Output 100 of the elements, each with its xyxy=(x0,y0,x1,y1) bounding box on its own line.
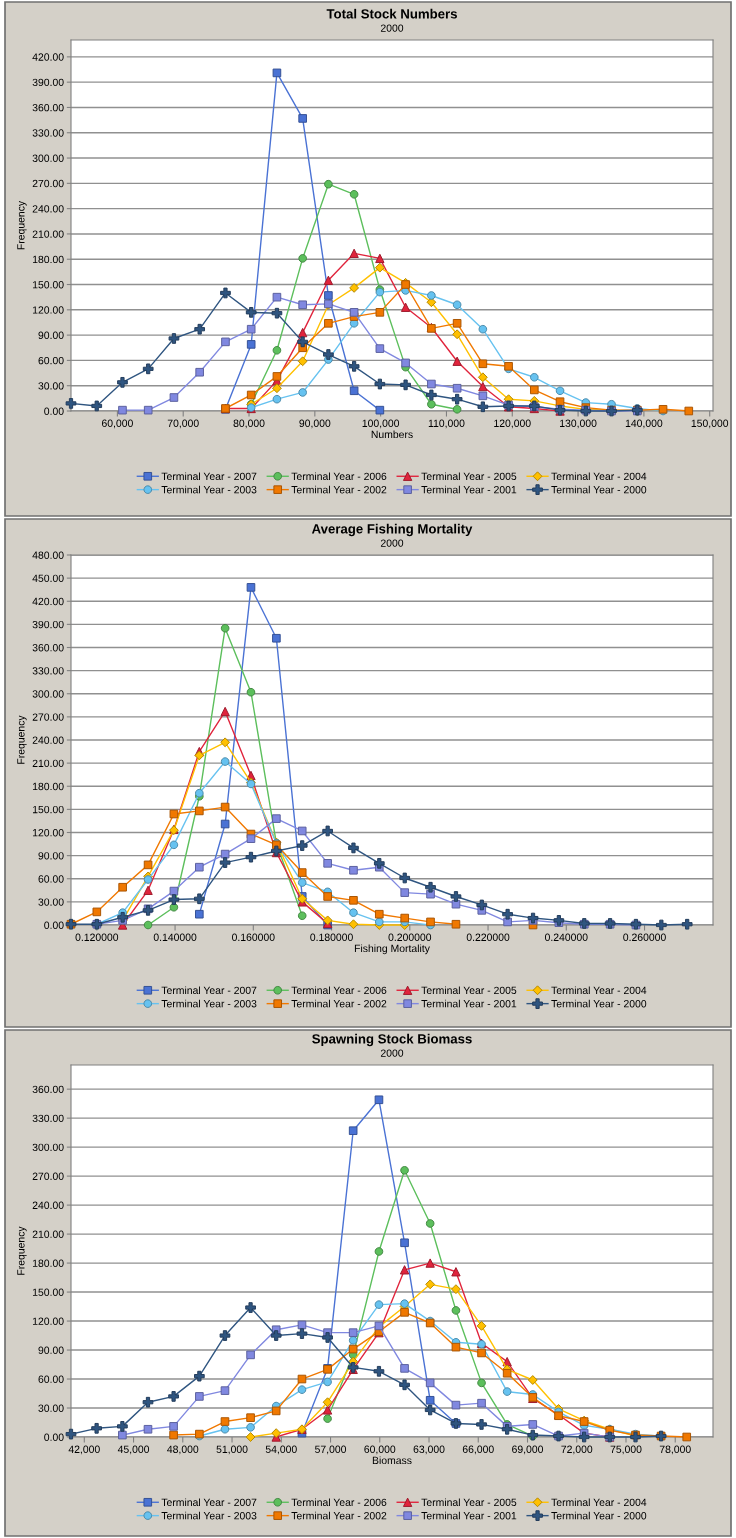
x-tick-label: 51,000 xyxy=(216,1445,248,1455)
y-tick-label: 180.00 xyxy=(32,255,64,264)
y-tick-label: 360.00 xyxy=(32,103,64,112)
y-tick-label: 330.00 xyxy=(32,1114,64,1123)
y-axis-title: Frequency xyxy=(17,1226,27,1275)
y-tick-label: 390.00 xyxy=(32,620,64,629)
y-tick-label: 30.00 xyxy=(38,1404,64,1412)
y-tick-label: 240.00 xyxy=(32,1201,64,1209)
y-tick-label: 150.00 xyxy=(32,805,64,814)
legend-label: Terminal Year - 2004 xyxy=(551,472,647,481)
y-tick-label: 150.00 xyxy=(32,1288,64,1296)
x-tick-label: 72,000 xyxy=(561,1445,593,1455)
y-tick-label: 420.00 xyxy=(32,597,64,606)
chart-title: Total Stock Numbers xyxy=(326,8,457,19)
y-tick-label: 180.00 xyxy=(32,1259,64,1267)
x-tick-label: 54,000 xyxy=(265,1445,297,1455)
x-tick-label: 70,000 xyxy=(167,419,199,429)
y-axis-title: Frequency xyxy=(17,715,27,764)
legend-label: Terminal Year - 2007 xyxy=(161,472,257,481)
y-tick-label: 90.00 xyxy=(38,1346,64,1354)
legend-label: Terminal Year - 2003 xyxy=(161,485,257,494)
y-tick-label: 300.00 xyxy=(32,1143,64,1152)
x-axis-title: Fishing Mortality xyxy=(354,944,430,955)
x-tick-label: 0.260000 xyxy=(623,933,666,941)
y-tick-label: 300.00 xyxy=(32,154,64,162)
y-tick-label: 480.00 xyxy=(32,551,64,559)
chart-subtitle: 2000 xyxy=(380,1049,404,1057)
y-tick-label: 90.00 xyxy=(38,852,64,860)
x-tick-label: 66,000 xyxy=(462,1445,494,1455)
x-axis-title: Biomass xyxy=(372,1456,412,1465)
legend-label: Terminal Year - 2007 xyxy=(161,986,257,995)
x-tick-label: 75,000 xyxy=(610,1445,642,1455)
y-tick-label: 60.00 xyxy=(38,356,64,365)
legend-label: Terminal Year - 2000 xyxy=(551,999,647,1008)
legend-label: Terminal Year - 2007 xyxy=(161,1498,257,1507)
y-tick-label: 210.00 xyxy=(32,230,64,238)
x-axis-title: Numbers xyxy=(371,430,413,439)
x-tick-label: 0.120000 xyxy=(75,933,119,941)
legend-label: Terminal Year - 2001 xyxy=(421,1511,517,1520)
y-tick-label: 360.00 xyxy=(32,1085,64,1094)
y-tick-label: 60.00 xyxy=(38,1375,64,1383)
y-tick-label: 330.00 xyxy=(32,667,64,675)
x-tick-label: 63,000 xyxy=(413,1445,445,1455)
y-tick-label: 270.00 xyxy=(32,1172,64,1180)
y-tick-label: 30.00 xyxy=(38,898,64,906)
y-tick-label: 120.00 xyxy=(32,829,64,837)
y-tick-label: 0.00 xyxy=(44,407,64,415)
x-tick-label: 90,000 xyxy=(299,419,331,429)
x-tick-label: 48,000 xyxy=(167,1445,199,1455)
x-tick-label: 45,000 xyxy=(117,1445,150,1455)
legend-label: Terminal Year - 2006 xyxy=(291,472,387,481)
x-tick-label: 0.180000 xyxy=(310,933,353,941)
x-tick-label: 69,000 xyxy=(512,1445,544,1455)
y-axis-title: Frequency xyxy=(17,200,27,250)
y-tick-label: 270.00 xyxy=(32,179,64,188)
y-tick-label: 390.00 xyxy=(32,78,64,87)
x-tick-label: 100,000 xyxy=(362,419,400,429)
x-tick-label: 0.240000 xyxy=(544,933,588,941)
legend-label: Terminal Year - 2005 xyxy=(421,986,517,995)
y-tick-label: 120.00 xyxy=(32,1317,64,1325)
legend-label: Terminal Year - 2004 xyxy=(551,1498,647,1507)
legend-label: Terminal Year - 2004 xyxy=(551,986,647,995)
x-tick-label: 42,000 xyxy=(68,1445,100,1455)
legend-label: Terminal Year - 2001 xyxy=(421,485,517,494)
legend-label: Terminal Year - 2005 xyxy=(421,1498,517,1507)
y-tick-label: 90.00 xyxy=(38,331,64,339)
x-tick-label: 0.140000 xyxy=(153,933,197,941)
x-tick-label: 0.200000 xyxy=(388,933,432,941)
x-tick-label: 57,000 xyxy=(315,1445,347,1455)
y-tick-label: 360.00 xyxy=(32,644,64,652)
legend-label: Terminal Year - 2002 xyxy=(291,485,387,494)
legend-label: Terminal Year - 2006 xyxy=(291,986,387,995)
legend-label: Terminal Year - 2002 xyxy=(291,1511,387,1520)
x-tick-label: 150,000 xyxy=(691,419,729,429)
x-tick-label: 0.160000 xyxy=(232,933,275,941)
y-tick-label: 450.00 xyxy=(32,574,64,582)
chart-title: Spawning Stock Biomass xyxy=(312,1033,472,1047)
chart-subtitle: 2000 xyxy=(380,539,404,547)
y-tick-label: 150.00 xyxy=(32,281,64,289)
y-tick-label: 210.00 xyxy=(32,759,64,767)
y-tick-label: 210.00 xyxy=(32,1230,64,1238)
y-tick-label: 420.00 xyxy=(32,53,64,61)
x-tick-label: 120,000 xyxy=(494,419,531,429)
y-tick-label: 330.00 xyxy=(32,129,64,137)
y-tick-label: 120.00 xyxy=(32,306,64,314)
y-tick-label: 60.00 xyxy=(38,875,64,883)
x-tick-label: 110,000 xyxy=(428,419,465,429)
x-tick-label: 140,000 xyxy=(625,419,663,429)
legend-label: Terminal Year - 2002 xyxy=(291,999,387,1008)
y-tick-label: 180.00 xyxy=(32,782,64,791)
x-tick-label: 60,000 xyxy=(364,1445,396,1455)
legend-label: Terminal Year - 2006 xyxy=(291,1498,387,1507)
chart-subtitle: 2000 xyxy=(380,24,404,32)
legend-label: Terminal Year - 2003 xyxy=(161,1511,257,1520)
y-tick-label: 270.00 xyxy=(32,713,64,721)
y-tick-label: 300.00 xyxy=(32,690,64,698)
x-tick-label: 60,000 xyxy=(102,419,133,429)
x-tick-label: 130,000 xyxy=(560,419,597,429)
y-tick-label: 240.00 xyxy=(32,736,64,744)
y-tick-label: 30.00 xyxy=(38,382,64,390)
